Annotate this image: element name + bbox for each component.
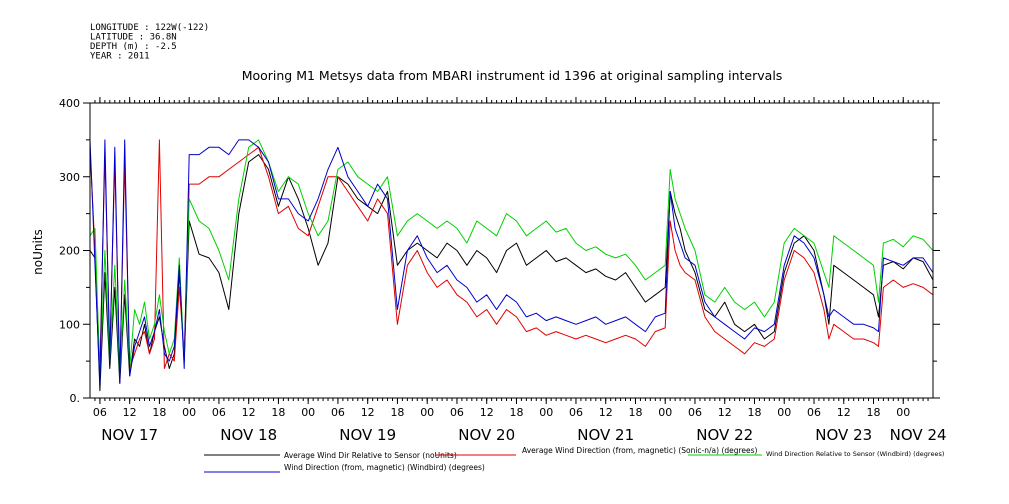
x-tick-label: 00 (896, 406, 910, 419)
series-line-1 (89, 139, 934, 377)
x-tick-label: 18 (390, 406, 404, 419)
x-tick-label: 06 (807, 406, 821, 419)
series-line-2 (89, 139, 934, 377)
x-tick-label: 18 (152, 406, 166, 419)
legend: Average Wind Dir Relative to Sensor (noU… (204, 446, 944, 473)
chart-title: Mooring M1 Metsys data from MBARI instru… (242, 68, 783, 83)
x-tick-label: 00 (301, 406, 315, 419)
axes: 0. 100 200 300 400 06 12 18 00 06 12 18 00 06 12 18 00 06… (59, 97, 947, 444)
x-day-label: NOV 21 (577, 426, 634, 444)
legend-label-2: Wind Direction Relative to Sensor (Windb… (766, 450, 944, 458)
x-tick-label: 12 (242, 406, 256, 419)
x-day-label: NOV 22 (696, 426, 753, 444)
x-tick-label: 18 (509, 406, 523, 419)
x-tick-label: 00 (658, 406, 672, 419)
x-tick-label: 18 (271, 406, 285, 419)
mooring-metadata: LONGITUDE : 122W(-122)LATITUDE : 36.8NDE… (90, 23, 209, 62)
x-tick-label: 06 (93, 406, 107, 419)
y-tick-label: 400 (59, 97, 80, 110)
y-tick-label: 300 (59, 171, 80, 184)
x-tick-label: 00 (539, 406, 553, 419)
x-tick-label: 06 (212, 406, 226, 419)
x-day-label: NOV 24 (890, 426, 947, 444)
meta-line: LATITUDE : 36.8N (90, 33, 177, 43)
x-day-label: NOV 19 (339, 426, 396, 444)
x-tick-label: 12 (361, 406, 375, 419)
x-tick-label: 12 (718, 406, 732, 419)
meta-line: YEAR : 2011 (90, 52, 150, 62)
legend-label-3: Wind Direction (from, magnetic) (Windbir… (284, 463, 485, 472)
x-tick-label: 06 (331, 406, 345, 419)
legend-label-1: Average Wind Direction (from, magnetic) … (522, 446, 758, 455)
x-tick-label: 12 (123, 406, 137, 419)
x-tick-label: 06 (688, 406, 702, 419)
y-tick-label: 100 (59, 318, 80, 331)
x-tick-label: 06 (569, 406, 583, 419)
meta-line: DEPTH (m) : -2.5 (90, 42, 177, 52)
x-tick-label: 18 (866, 406, 880, 419)
x-day-label: NOV 20 (458, 426, 515, 444)
x-tick-label: 00 (420, 406, 434, 419)
x-tick-label: 12 (599, 406, 613, 419)
meta-line: LONGITUDE : 122W(-122) (90, 23, 209, 33)
y-tick-label: 200 (59, 245, 80, 258)
x-tick-label: 00 (182, 406, 196, 419)
x-day-label: NOV 17 (101, 426, 158, 444)
y-tick-label: 0. (70, 392, 81, 405)
y-axis-label: noUnits (31, 229, 45, 275)
series-line-3 (89, 139, 934, 384)
legend-label-0: Average Wind Dir Relative to Sensor (noU… (284, 451, 457, 460)
x-tick-label: 12 (837, 406, 851, 419)
plot-area (89, 139, 934, 392)
x-tick-label: 06 (450, 406, 464, 419)
x-tick-label: 12 (480, 406, 494, 419)
x-tick-label: 00 (777, 406, 791, 419)
x-day-label: NOV 23 (815, 426, 872, 444)
x-tick-label: 18 (747, 406, 761, 419)
x-tick-label: 18 (628, 406, 642, 419)
x-day-label: NOV 18 (220, 426, 277, 444)
series-line-0 (89, 154, 934, 392)
